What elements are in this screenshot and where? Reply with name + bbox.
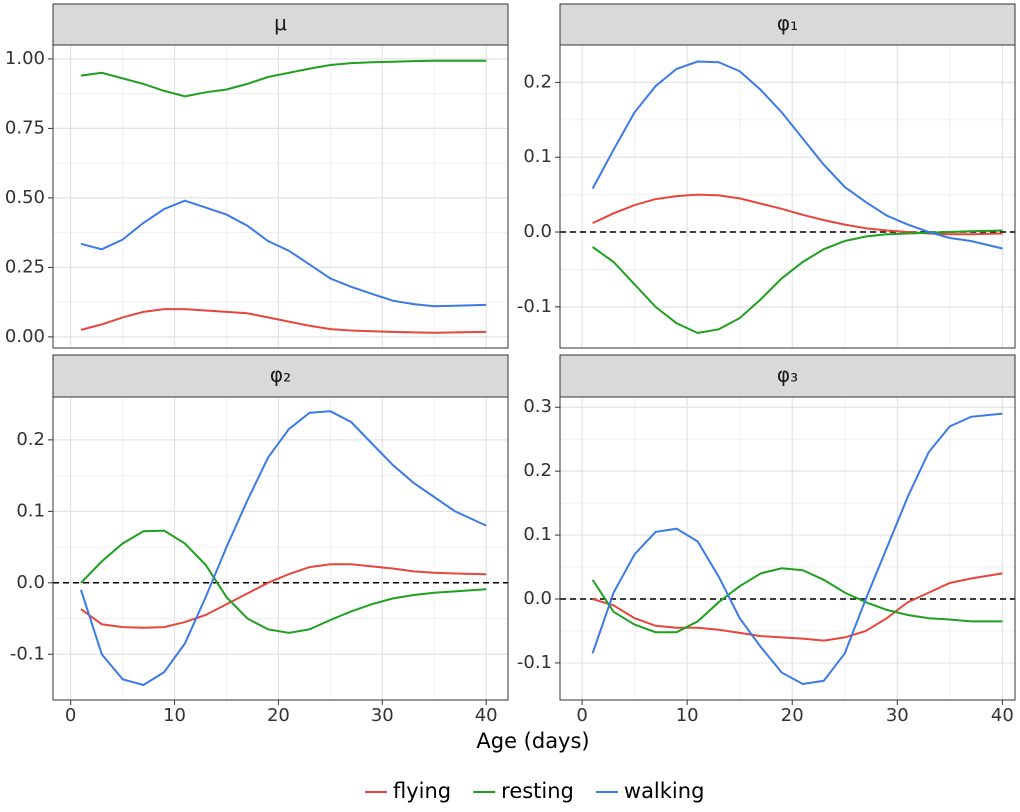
y-tick-label: 0.25: [5, 256, 45, 277]
x-tick-label: 0: [576, 705, 587, 726]
panel-strip: [52, 354, 509, 398]
series-line: [80, 59, 487, 98]
y-tick-label: 0.1: [16, 500, 45, 521]
panel-border: [52, 396, 509, 701]
series-line: [80, 308, 487, 334]
y-tick-label: 0.0: [523, 588, 552, 609]
x-tick-label: 40: [991, 705, 1014, 726]
x-axis-label: Age (days): [476, 729, 589, 753]
series-line: [591, 60, 1003, 250]
legend-label: flying: [393, 779, 451, 803]
series-line: [592, 572, 1003, 642]
x-tick-label: 30: [371, 705, 394, 726]
series-line: [591, 567, 1003, 634]
legend-label: resting: [501, 779, 574, 803]
y-tick-label: 0.0: [523, 221, 552, 242]
y-tick-label: 0.75: [5, 117, 45, 138]
y-tick-label: 0.1: [523, 146, 552, 167]
panel-strip: [559, 354, 1016, 398]
panel-title: φ₂: [270, 363, 291, 387]
y-tick-label: 0.00: [5, 326, 45, 347]
y-tick-label: 0.2: [16, 429, 45, 450]
x-tick-label: 20: [267, 705, 290, 726]
y-tick-label: 0.3: [523, 396, 552, 417]
panel-title: μ: [274, 11, 287, 35]
x-tick-label: 20: [781, 705, 804, 726]
panel-title: φ₁: [777, 11, 798, 35]
panel-border: [559, 44, 1016, 349]
series-line: [592, 193, 1003, 236]
series-line: [80, 410, 487, 687]
y-tick-label: 0.1: [523, 524, 552, 545]
series-line: [80, 529, 487, 634]
y-tick-label: 0.0: [16, 572, 45, 593]
y-tick-label: 0.2: [523, 71, 552, 92]
x-tick-label: 0: [65, 705, 76, 726]
panel-strip: [559, 3, 1016, 46]
y-tick-label: 1.00: [5, 48, 45, 69]
y-tick-label: 0.50: [5, 187, 45, 208]
x-tick-label: 30: [886, 705, 909, 726]
y-tick-label: 0.2: [523, 460, 552, 481]
panel-title: φ₃: [777, 363, 798, 387]
series-line: [591, 412, 1003, 686]
series-line: [80, 563, 487, 629]
y-tick-label: -0.1: [10, 643, 45, 664]
panel-border: [559, 396, 1016, 701]
legend-label: walking: [624, 779, 705, 803]
y-tick-label: -0.1: [517, 296, 552, 317]
series-line: [80, 199, 487, 308]
x-tick-label: 40: [475, 705, 498, 726]
series-line: [592, 229, 1003, 335]
panel-strip: [52, 3, 509, 46]
x-tick-label: 10: [163, 705, 186, 726]
x-tick-label: 10: [676, 705, 699, 726]
panel-border: [52, 44, 509, 349]
y-tick-label: -0.1: [517, 652, 552, 673]
